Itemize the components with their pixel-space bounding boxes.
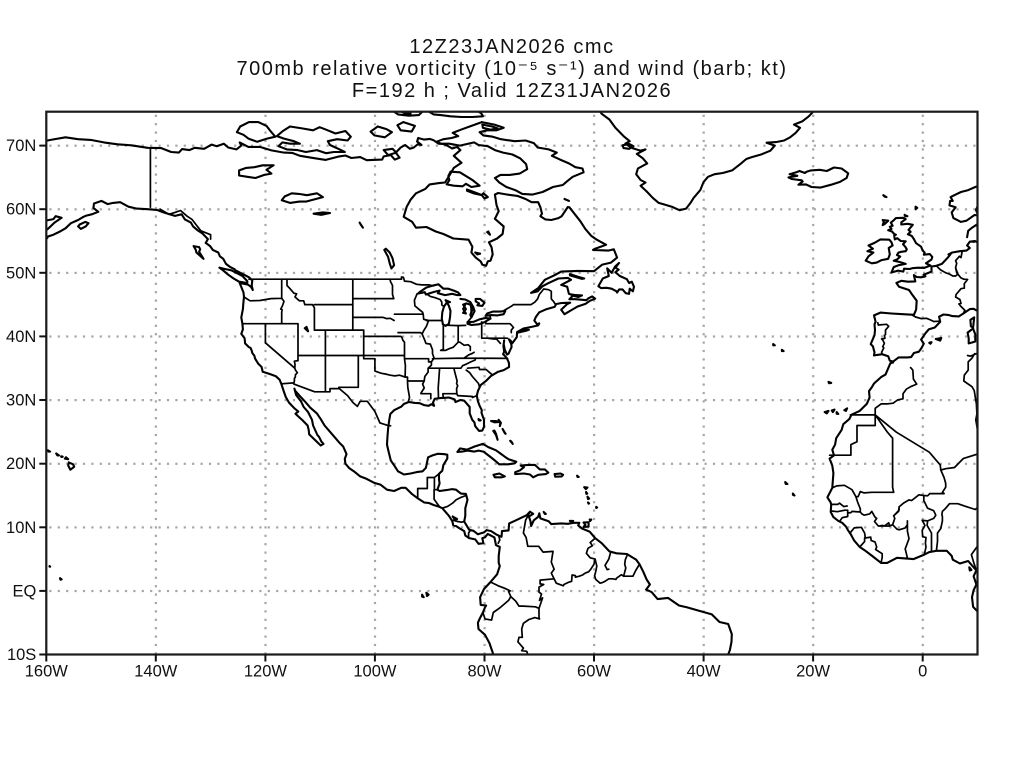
svg-text:20N: 20N — [6, 455, 36, 473]
svg-text:140W: 140W — [134, 663, 178, 681]
svg-text:F=192 h ; Valid 12Z31JAN2026: F=192 h ; Valid 12Z31JAN2026 — [352, 80, 672, 102]
svg-text:0: 0 — [918, 663, 927, 681]
svg-text:100W: 100W — [353, 663, 397, 681]
svg-text:30N: 30N — [6, 392, 36, 410]
svg-text:20W: 20W — [796, 663, 830, 681]
svg-text:50N: 50N — [6, 264, 36, 282]
svg-text:70N: 70N — [6, 137, 36, 155]
svg-text:10S: 10S — [7, 646, 36, 664]
svg-text:12Z23JAN2026 cmc: 12Z23JAN2026 cmc — [409, 36, 614, 58]
svg-text:60W: 60W — [577, 663, 611, 681]
svg-text:60N: 60N — [6, 201, 36, 219]
svg-text:120W: 120W — [244, 663, 288, 681]
svg-text:40N: 40N — [6, 328, 36, 346]
svg-text:160W: 160W — [25, 663, 69, 681]
svg-text:80W: 80W — [468, 663, 502, 681]
svg-text:40W: 40W — [687, 663, 721, 681]
svg-text:10N: 10N — [6, 519, 36, 537]
svg-text:EQ: EQ — [12, 582, 36, 600]
svg-text:700mb relative vorticity (10⁻⁵: 700mb relative vorticity (10⁻⁵ s⁻¹) and … — [237, 58, 788, 80]
